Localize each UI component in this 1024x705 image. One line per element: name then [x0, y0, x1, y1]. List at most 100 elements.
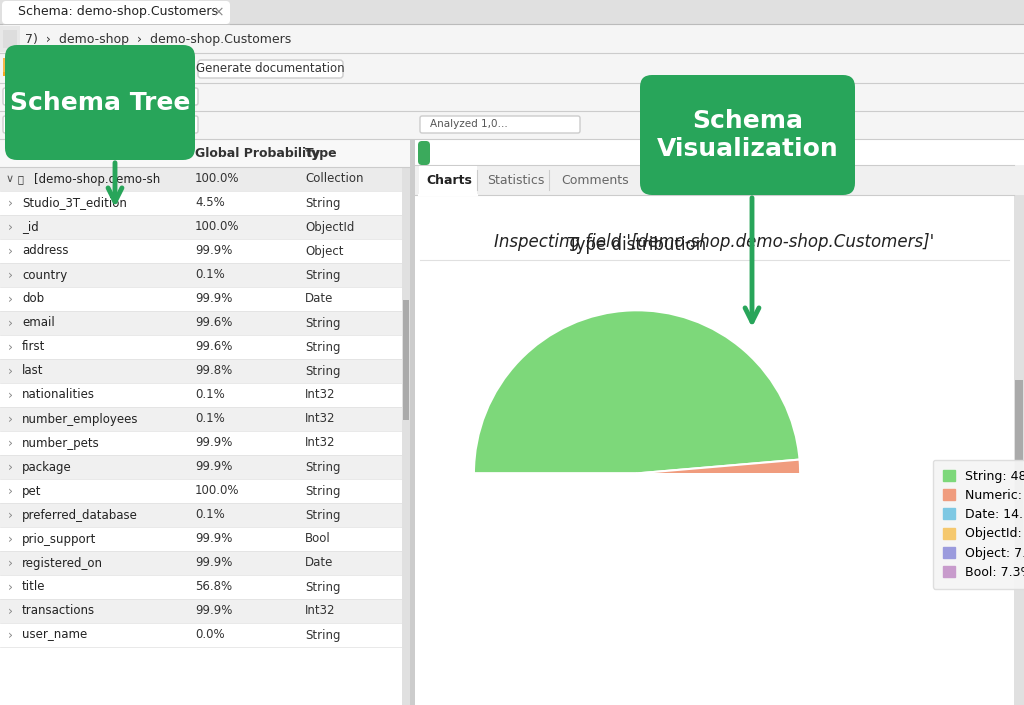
- Text: 99.8%: 99.8%: [195, 364, 232, 377]
- Bar: [0, 239, 402, 263]
- Bar: [0, 407, 402, 431]
- Text: Date: Date: [305, 293, 334, 305]
- Text: String: String: [305, 317, 341, 329]
- Text: 99.9%: 99.9%: [195, 532, 232, 546]
- Text: ›: ›: [8, 532, 13, 546]
- Text: Charts: Charts: [426, 175, 472, 188]
- Text: nationalities: nationalities: [22, 388, 95, 402]
- Text: String: String: [305, 364, 341, 377]
- Text: String: String: [305, 460, 341, 474]
- Bar: [0, 527, 402, 551]
- Text: ›: ›: [8, 197, 13, 209]
- Bar: [0, 215, 402, 239]
- FancyBboxPatch shape: [640, 75, 855, 195]
- Text: 99.9%: 99.9%: [195, 460, 232, 474]
- Text: ›: ›: [8, 269, 13, 281]
- FancyBboxPatch shape: [420, 116, 580, 133]
- Bar: [419, 166, 477, 195]
- Text: 0.1%: 0.1%: [195, 269, 224, 281]
- Wedge shape: [637, 460, 800, 595]
- Text: 99.9%: 99.9%: [195, 556, 232, 570]
- Bar: [3, 58, 22, 76]
- Text: Inspecting field '[demo-shop.demo-shop.Customers]': Inspecting field '[demo-shop.demo-shop.C…: [495, 233, 935, 251]
- Text: ›: ›: [8, 628, 13, 642]
- Bar: [0, 263, 402, 287]
- Text: String: String: [305, 341, 341, 353]
- Text: title: title: [22, 580, 45, 594]
- Text: 99.6%: 99.6%: [195, 341, 232, 353]
- Bar: [410, 139, 415, 705]
- Bar: [1015, 380, 1023, 560]
- Text: registered_on: registered_on: [22, 556, 103, 570]
- Text: [demo-shop.demo-sh: [demo-shop.demo-sh: [34, 173, 160, 185]
- Bar: [0, 167, 402, 191]
- Text: Int32: Int32: [305, 412, 336, 426]
- Bar: [409, 473, 865, 701]
- Bar: [0, 575, 402, 599]
- Text: transactions: transactions: [22, 604, 95, 618]
- Text: Collection: Collection: [305, 173, 364, 185]
- Bar: [0, 83, 1024, 111]
- Text: ›: ›: [8, 412, 13, 426]
- Bar: [0, 359, 402, 383]
- Text: ›: ›: [8, 508, 13, 522]
- Text: number_pets: number_pets: [22, 436, 99, 450]
- Text: String: String: [305, 508, 341, 522]
- Bar: [3, 58, 22, 72]
- Text: ›: ›: [8, 604, 13, 618]
- Bar: [0, 111, 1024, 139]
- Bar: [0, 455, 402, 479]
- Bar: [0, 25, 1024, 53]
- Wedge shape: [474, 473, 637, 546]
- Text: 99.9%: 99.9%: [195, 245, 232, 257]
- Bar: [0, 26, 20, 52]
- Text: ›: ›: [8, 436, 13, 450]
- Bar: [0, 139, 410, 167]
- Text: 100.0%: 100.0%: [195, 484, 240, 498]
- Text: 100.0%: 100.0%: [195, 173, 240, 185]
- Text: ObjectId: ObjectId: [305, 221, 354, 233]
- Text: 4.5%: 4.5%: [195, 197, 224, 209]
- FancyBboxPatch shape: [3, 116, 198, 133]
- Bar: [1014, 195, 1024, 705]
- FancyBboxPatch shape: [2, 1, 230, 24]
- Text: Bool: Bool: [305, 532, 331, 546]
- Text: 0.1%: 0.1%: [195, 508, 224, 522]
- Text: String: String: [305, 197, 341, 209]
- Text: Schema
Visualization: Schema Visualization: [656, 109, 839, 161]
- Text: Int32: Int32: [305, 388, 336, 402]
- Text: ›: ›: [8, 460, 13, 474]
- Bar: [415, 195, 1014, 705]
- Wedge shape: [490, 473, 637, 603]
- Text: S: S: [10, 119, 17, 129]
- Text: Date: Date: [305, 556, 334, 570]
- Text: Object: Object: [305, 245, 343, 257]
- Text: Fields: Fields: [10, 147, 51, 159]
- Bar: [0, 503, 402, 527]
- Text: Type: Type: [305, 147, 338, 159]
- Text: Studio_3T_edition: Studio_3T_edition: [22, 197, 127, 209]
- Bar: [0, 191, 402, 215]
- Bar: [0, 599, 402, 623]
- Text: 0.1%: 0.1%: [195, 388, 224, 402]
- Bar: [415, 165, 1024, 195]
- Text: ∨: ∨: [6, 174, 14, 184]
- Bar: [403, 300, 409, 420]
- FancyBboxPatch shape: [5, 45, 195, 160]
- Text: ×: ×: [212, 5, 224, 19]
- Bar: [0, 623, 402, 647]
- Text: 0.0%: 0.0%: [195, 628, 224, 642]
- Text: ›: ›: [8, 364, 13, 377]
- Text: String: String: [305, 580, 341, 594]
- Text: 7)  ›  demo-shop  ›  demo-shop.Customers: 7) › demo-shop › demo-shop.Customers: [25, 32, 291, 46]
- Bar: [3, 30, 17, 48]
- Text: ›: ›: [8, 388, 13, 402]
- Text: package: package: [22, 460, 72, 474]
- Text: ›: ›: [8, 317, 13, 329]
- Text: prio_support: prio_support: [22, 532, 96, 546]
- Text: country: country: [22, 269, 68, 281]
- Text: ›: ›: [8, 556, 13, 570]
- Text: 📄: 📄: [18, 174, 24, 184]
- Text: first: first: [22, 341, 45, 353]
- FancyBboxPatch shape: [3, 88, 198, 105]
